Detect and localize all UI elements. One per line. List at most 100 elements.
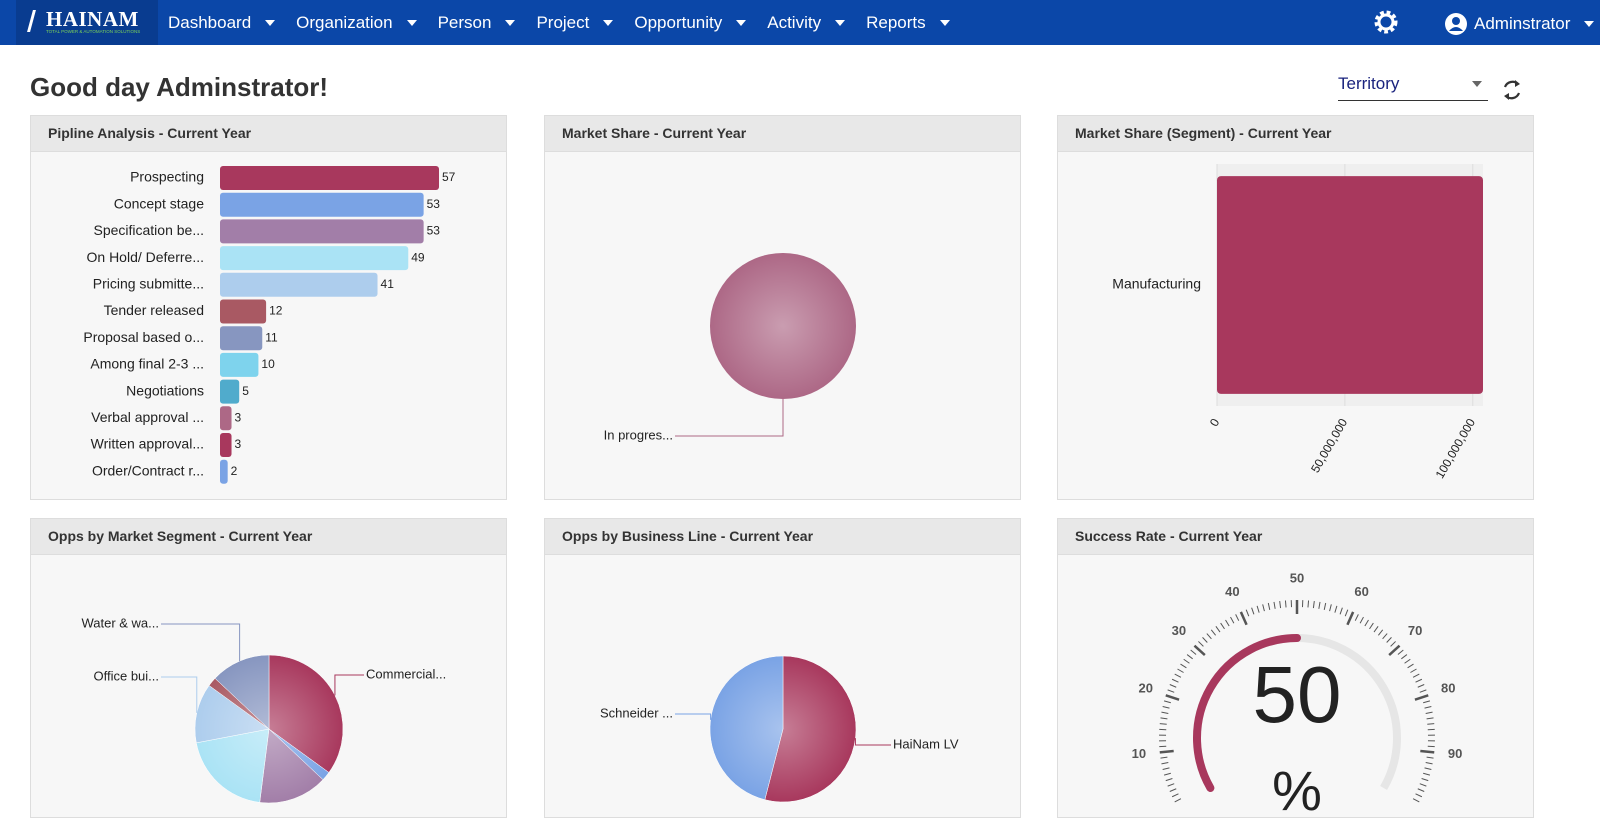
- minor-tick: [1268, 603, 1269, 610]
- minor-tick: [1365, 620, 1369, 626]
- category-label: Prospecting: [130, 169, 204, 185]
- bar: [220, 273, 378, 297]
- caret: [736, 20, 746, 26]
- minor-tick: [1163, 706, 1170, 708]
- minor-tick: [1427, 718, 1434, 719]
- value-label: 10: [261, 357, 275, 371]
- bar: [220, 300, 266, 324]
- minor-tick: [1398, 650, 1403, 654]
- slice-label: Schneider ...: [600, 705, 673, 720]
- minor-tick: [1425, 768, 1432, 770]
- minor-tick: [1166, 778, 1173, 780]
- gauge-tick-label: 20: [1139, 680, 1153, 695]
- caret: [940, 20, 950, 26]
- x-tick-label: 100,000,000: [1433, 416, 1479, 481]
- gauge-tick-label: 10: [1132, 746, 1146, 761]
- major-tick: [1389, 646, 1399, 655]
- minor-tick: [1163, 768, 1170, 770]
- minor-tick: [1252, 608, 1254, 615]
- gauge-tick-label: 60: [1354, 584, 1368, 599]
- value-label: 53: [427, 224, 441, 238]
- minor-tick: [1263, 604, 1265, 611]
- value-label: 57: [442, 170, 456, 184]
- bar: [220, 166, 439, 190]
- minor-tick: [1231, 617, 1234, 623]
- caret: [407, 20, 417, 26]
- minor-tick: [1160, 757, 1167, 758]
- user-name: Adminstrator: [1474, 14, 1570, 34]
- minor-tick: [1211, 630, 1215, 635]
- minor-tick: [1177, 669, 1183, 673]
- menu-item[interactable]: Project: [536, 13, 613, 33]
- panel-title: Market Share (Segment) - Current Year: [1058, 116, 1533, 152]
- minor-tick: [1427, 757, 1434, 758]
- minor-tick: [1160, 724, 1167, 725]
- minor-tick: [1203, 637, 1208, 642]
- minor-tick: [1319, 602, 1320, 609]
- logo-tagline: TOTAL POWER & AUTOMATION SOLUTIONS: [46, 29, 140, 34]
- menu-item[interactable]: Reports: [866, 13, 950, 33]
- minor-tick: [1330, 604, 1332, 611]
- pie-shade: [710, 253, 856, 399]
- minor-tick: [1383, 634, 1388, 639]
- minor-tick: [1374, 626, 1378, 632]
- category-label: Manufacturing: [1112, 276, 1201, 292]
- menu-item[interactable]: Dashboard: [168, 13, 275, 33]
- minor-tick: [1425, 706, 1432, 708]
- minor-tick: [1410, 669, 1416, 673]
- minor-tick: [1308, 600, 1309, 607]
- gauge-tick-label: 70: [1408, 623, 1422, 638]
- x-tick-label: 0: [1207, 416, 1223, 429]
- select-caret: [1472, 81, 1482, 87]
- minor-tick: [1345, 610, 1348, 617]
- category-label: Verbal approval ...: [91, 409, 204, 425]
- minor-tick: [1405, 659, 1411, 663]
- leader-line: [855, 738, 891, 745]
- greeting: Good day Adminstrator!: [30, 72, 328, 103]
- user-menu[interactable]: Adminstrator: [1444, 12, 1594, 36]
- minor-tick: [1172, 794, 1178, 797]
- minor-tick: [1180, 664, 1186, 668]
- navbar: HAINAM TOTAL POWER & AUTOMATION SOLUTION…: [0, 0, 1600, 45]
- major-tick: [1241, 612, 1247, 625]
- menu-label: Activity: [767, 13, 821, 33]
- slice-label: Office bui...: [93, 668, 159, 683]
- menu-item[interactable]: Activity: [767, 13, 845, 33]
- menu-label: Reports: [866, 13, 926, 33]
- major-tick: [1166, 695, 1179, 699]
- territory-select[interactable]: Territory: [1338, 74, 1488, 101]
- menu-item[interactable]: Organization: [296, 13, 416, 33]
- category-label: Among final 2-3 ...: [90, 356, 204, 372]
- leader-line: [161, 677, 197, 713]
- caret: [265, 20, 275, 26]
- minor-tick: [1313, 601, 1314, 608]
- minor-tick: [1198, 641, 1203, 646]
- value-label: 2: [231, 464, 238, 478]
- menu-item[interactable]: Person: [438, 13, 516, 33]
- category-label: Order/Contract r...: [92, 462, 204, 478]
- settings-icon[interactable]: [1372, 8, 1400, 36]
- menu-item[interactable]: Opportunity: [634, 13, 746, 33]
- minor-tick: [1360, 617, 1363, 623]
- refresh-icon[interactable]: [1500, 77, 1524, 103]
- major-tick: [1420, 751, 1434, 752]
- minor-tick: [1161, 712, 1168, 713]
- leader-line: [161, 624, 240, 661]
- logo[interactable]: HAINAM TOTAL POWER & AUTOMATION SOLUTION…: [16, 0, 158, 45]
- minor-tick: [1355, 614, 1358, 620]
- minor-tick: [1369, 623, 1373, 629]
- leader-line: [335, 675, 364, 695]
- minor-tick: [1280, 601, 1281, 608]
- category-label: On Hold/ Deferre...: [87, 249, 205, 265]
- minor-tick: [1216, 626, 1220, 632]
- value-label: 53: [427, 197, 441, 211]
- panel-title: Opps by Business Line - Current Year: [545, 519, 1020, 555]
- leader-line: [675, 714, 711, 720]
- gauge-tick-label: 80: [1441, 680, 1455, 695]
- bar: [220, 326, 262, 350]
